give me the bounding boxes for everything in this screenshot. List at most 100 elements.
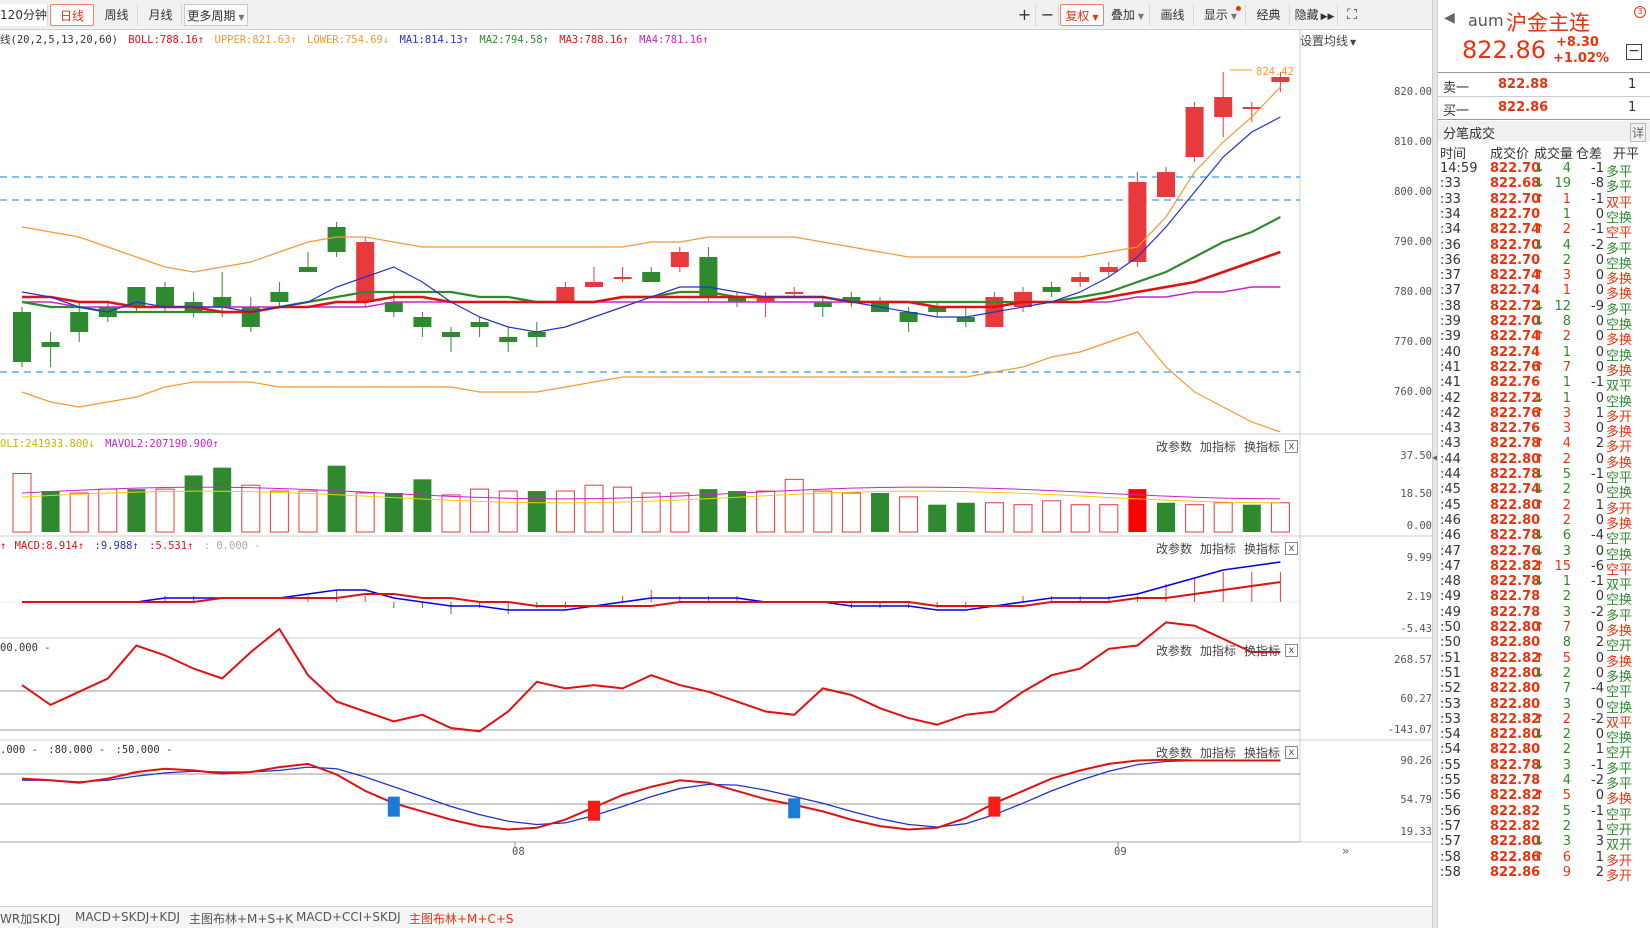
zoom-out-button[interactable]: −: [1037, 4, 1059, 26]
overlay-dropdown[interactable]: 叠加 ▼: [1106, 4, 1150, 26]
tick-time: :52: [1440, 681, 1461, 697]
tick-time: :53: [1440, 711, 1461, 727]
template-tab[interactable]: MACD+CCI+SKDJ: [296, 910, 401, 924]
set-ma-dropdown[interactable]: 设置均线 ▼: [1300, 32, 1356, 49]
tick-volume: 5: [1562, 788, 1571, 804]
info-icon[interactable]: 3: [1634, 6, 1646, 18]
tick-oi-change: 0: [1595, 451, 1604, 467]
more-periods-dropdown[interactable]: 更多周期 ▼: [184, 4, 248, 26]
axis-label: 800.00: [1394, 186, 1432, 198]
tick-oi-change: 0: [1595, 727, 1604, 743]
kdj-signal: [988, 796, 1001, 817]
price-change: +8.30: [1556, 35, 1599, 50]
tab-monthly[interactable]: 月线: [140, 4, 182, 26]
add-indicator-button[interactable]: 加指标: [1200, 542, 1237, 556]
tick-volume: 1: [1562, 344, 1571, 360]
tick-oi-change: -2: [1591, 604, 1604, 620]
tick-nature: 多开: [1606, 440, 1633, 456]
fullscreen-icon[interactable]: ⛶: [1347, 7, 1357, 23]
add-indicator-button[interactable]: 加指标: [1200, 440, 1237, 454]
arrow-down-icon: ↓: [1534, 834, 1545, 850]
close-panel-icon[interactable]: x: [1285, 542, 1298, 555]
tick-time: :39: [1440, 314, 1461, 329]
tick-volume: 2: [1562, 665, 1571, 681]
tick-volume: 6: [1562, 849, 1571, 865]
red-dot-icon: [1236, 6, 1241, 11]
tick-time: 14:59: [1440, 161, 1478, 176]
display-dropdown[interactable]: 显示 ▼: [1196, 4, 1246, 26]
modify-params-button[interactable]: 改参数: [1156, 440, 1193, 454]
add-indicator-button[interactable]: 加指标: [1200, 644, 1237, 658]
adjust-dropdown[interactable]: 复权 ▼: [1060, 4, 1104, 26]
arrow-down-icon: ↓: [88, 438, 95, 450]
kdj-signal: [387, 796, 400, 817]
candle-body: [1271, 77, 1290, 82]
candle-body: [41, 342, 60, 347]
template-tab[interactable]: 主图布林+M+S+K: [189, 912, 294, 926]
tick-row: :34 822.70 1 0 空换: [1438, 207, 1650, 226]
tick-price: 822.78: [1490, 757, 1541, 773]
close-panel-icon[interactable]: x: [1285, 644, 1298, 657]
dea-value: :5.531: [149, 540, 188, 552]
arrow-down-icon: ↓: [1534, 543, 1545, 559]
draw-line-button[interactable]: 画线: [1152, 4, 1194, 26]
ticks-detail-button[interactable]: 详: [1630, 123, 1647, 142]
add-indicator-button[interactable]: 加指标: [1200, 746, 1237, 760]
tab-weekly[interactable]: 周线: [96, 4, 138, 26]
tick-nature: 空平: [1606, 226, 1633, 242]
template-tab[interactable]: WR加SKDJ: [0, 912, 61, 926]
close-panel-icon[interactable]: x: [1285, 746, 1298, 759]
arrow-up-icon: ↑: [1534, 650, 1545, 666]
panel-divider-handle[interactable]: [1432, 0, 1437, 928]
volume-bar: [498, 490, 518, 533]
ticks-column-headers: 时间 成交价 成交量 仓差 开平: [1438, 143, 1650, 162]
modify-params-button[interactable]: 改参数: [1156, 644, 1193, 658]
tick-price: 822.80: [1490, 635, 1541, 651]
tick-volume: 4: [1562, 161, 1571, 176]
zoom-in-button[interactable]: +: [1014, 4, 1036, 26]
tick-time: :56: [1440, 788, 1461, 804]
tick-price: 822.82: [1490, 803, 1541, 819]
period-select[interactable]: 120分钟: [0, 4, 48, 26]
classic-button[interactable]: 经典: [1248, 4, 1290, 26]
tick-row: :34 822.74 2 -1 空平 ↑: [1438, 222, 1650, 241]
arrow-up-icon: ↑: [462, 34, 470, 46]
prev-contract-icon[interactable]: ◀: [1444, 10, 1455, 26]
tick-price: 822.82: [1490, 818, 1541, 834]
hide-button[interactable]: 隐藏 ▶▶: [1292, 4, 1338, 26]
volume-legend: OLI:241933.800↓ MAVOL2:207190.900↑: [0, 438, 219, 450]
volume-bar: [813, 490, 833, 533]
axis-label: 790.00: [1394, 236, 1432, 248]
volume-bar: [956, 502, 975, 532]
tab-daily[interactable]: 日线: [50, 4, 94, 26]
chart-area[interactable]: 线(20,2,5,13,20,60) BOLL:788.16↑ UPPER:82…: [0, 30, 1432, 906]
tick-price: 822.74: [1490, 222, 1541, 238]
macd-value: MACD:8.914: [14, 540, 78, 552]
tick-volume: 1: [1562, 375, 1571, 391]
chart-canvas[interactable]: [0, 30, 1432, 906]
tick-nature: 空换: [1606, 256, 1633, 272]
collapse-box-icon[interactable]: −: [1626, 44, 1642, 60]
tick-time: :54: [1440, 742, 1461, 758]
tick-nature: 多换: [1606, 455, 1633, 471]
template-tab-active[interactable]: 主图布林+M+C+S: [409, 912, 514, 926]
tick-volume: 4: [1562, 773, 1571, 788]
swap-indicator-button[interactable]: 换指标: [1244, 644, 1281, 658]
volume-bar: [327, 465, 346, 532]
candle-body: [156, 287, 174, 307]
modify-params-button[interactable]: 改参数: [1156, 542, 1193, 556]
tick-row: :54 822.80 2 1 空开: [1438, 742, 1650, 761]
collapse-arrow-icon[interactable]: ◀: [1432, 453, 1439, 462]
volume-bar: [728, 491, 746, 532]
swap-indicator-button[interactable]: 换指标: [1244, 440, 1281, 454]
candle-body: [928, 307, 947, 312]
swap-indicator-button[interactable]: 换指标: [1244, 542, 1281, 556]
swap-indicator-button[interactable]: 换指标: [1244, 746, 1281, 760]
candle-body: [413, 317, 432, 327]
modify-params-button[interactable]: 改参数: [1156, 746, 1193, 760]
scroll-right-icon[interactable]: »: [1342, 844, 1350, 858]
arrow-up-icon: ↑: [0, 540, 7, 552]
tick-oi-change: 0: [1595, 543, 1604, 559]
close-panel-icon[interactable]: x: [1285, 440, 1298, 453]
template-tab[interactable]: MACD+SKDJ+KDJ: [75, 910, 180, 924]
